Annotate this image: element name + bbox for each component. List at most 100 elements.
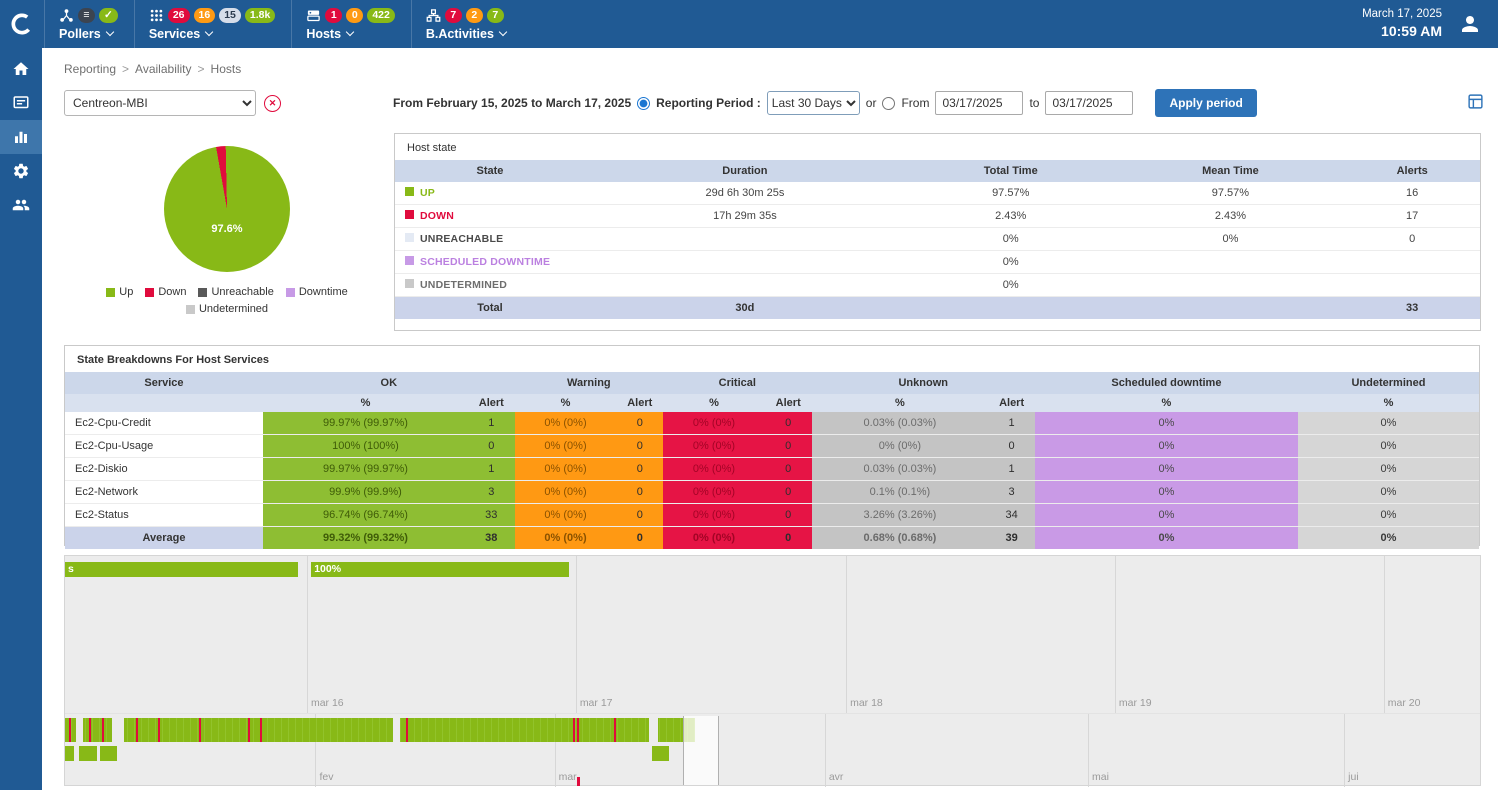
state-cell: UP <box>395 182 585 205</box>
breakdown-sub-header-row: % Alert % Alert % Alert % Alert % % <box>65 394 1479 412</box>
legend-swatch <box>145 288 154 297</box>
down-mark <box>406 718 408 742</box>
services-ok-badge[interactable]: 1.8k <box>245 8 275 23</box>
menu-pollers[interactable]: ≡ ✓ Pollers <box>44 0 134 48</box>
centreon-logo[interactable] <box>0 11 44 37</box>
breakdown-group-header-row: Service OK Warning Critical Unknown Sche… <box>65 372 1479 394</box>
sidebar-item-monitoring[interactable] <box>0 86 42 120</box>
legend-item: Undetermined <box>186 303 268 315</box>
downtime-pct: 0% <box>1035 527 1298 550</box>
reporting-chart-icon <box>12 128 30 146</box>
breakdown-row: Ec2-Diskio99.97% (99.97%)10% (0%)00% (0%… <box>65 458 1479 481</box>
warning-alert: 0 <box>616 481 663 504</box>
host-state-table: State Duration Total Time Mean Time Aler… <box>395 160 1480 319</box>
service-breakdown-panel: State Breakdowns For Host Services Servi… <box>64 345 1480 546</box>
undetermined-pct: 0% <box>1298 504 1479 527</box>
ok-pct: 96.74% (96.74%) <box>263 504 468 527</box>
date-range-label: From February 15, 2025 to March 17, 2025 <box>393 96 631 110</box>
services-pending-badge[interactable]: 15 <box>219 8 241 23</box>
sub-ok-alert: Alert <box>468 394 515 412</box>
col-critical: Critical <box>663 372 811 394</box>
service-name: Ec2-Network <box>65 481 263 504</box>
reporting-period-select[interactable]: Last 30 Days <box>767 91 860 115</box>
unknown-alert: 1 <box>988 458 1035 481</box>
sub-warn-alert: Alert <box>616 394 663 412</box>
brush-selection[interactable] <box>683 716 718 785</box>
total-time-cell: 97.57% <box>905 182 1117 205</box>
availability-block <box>100 746 117 761</box>
menu-hosts[interactable]: 1 0 422 Hosts <box>291 0 411 48</box>
event-tick <box>577 777 580 786</box>
hosts-critical-badge[interactable]: 1 <box>325 8 342 23</box>
downtime-pct: 0% <box>1035 481 1298 504</box>
duration-cell <box>585 228 905 251</box>
sub-downtime-pct: % <box>1035 394 1298 412</box>
host-group-select[interactable]: Centreon-MBI <box>64 90 256 116</box>
host-state-row: DOWN17h 29m 35s2.43%2.43%17 <box>395 205 1480 228</box>
host-state-row: UNDETERMINED0% <box>395 274 1480 297</box>
warning-pct: 0% (0%) <box>515 527 617 550</box>
reporting-period-radio[interactable] <box>637 97 650 110</box>
sidebar-item-configuration[interactable] <box>0 154 42 188</box>
ok-alert: 1 <box>468 412 515 435</box>
pollers-status-badge[interactable]: ≡ <box>78 8 95 23</box>
bactivities-warning-badge[interactable]: 2 <box>466 8 483 23</box>
hosts-warning-badge[interactable]: 0 <box>346 8 363 23</box>
down-mark <box>89 718 91 742</box>
sidebar-item-reporting[interactable] <box>0 120 42 154</box>
menu-services-label: Services <box>149 27 200 41</box>
alerts-cell: 16 <box>1344 182 1480 205</box>
chevron-down-icon <box>346 28 354 36</box>
pie-legend: UpDownUnreachableDowntimeUndetermined <box>77 286 377 315</box>
duration-cell <box>585 251 905 274</box>
host-state-row: UNREACHABLE0%0%0 <box>395 228 1480 251</box>
from-label: From <box>901 96 929 110</box>
sidebar-item-home[interactable] <box>0 52 42 86</box>
menu-services[interactable]: 26 16 15 1.8k Services <box>134 0 292 48</box>
breakdown-row: Ec2-Network99.9% (99.9%)30% (0%)00% (0%)… <box>65 481 1479 504</box>
custom-period-radio[interactable] <box>882 97 895 110</box>
warning-pct: 0% (0%) <box>515 435 617 458</box>
state-color-swatch <box>405 279 414 288</box>
warning-pct: 0% (0%) <box>515 481 617 504</box>
total-time-cell: 2.43% <box>905 205 1117 228</box>
breakdown-row: Ec2-Cpu-Usage100% (100%)00% (0%)00% (0%)… <box>65 435 1479 458</box>
sidebar-item-administration[interactable] <box>0 188 42 222</box>
critical-pct: 0% (0%) <box>663 412 765 435</box>
pollers-ok-badge[interactable]: ✓ <box>99 8 118 23</box>
from-date-input[interactable] <box>935 91 1023 115</box>
pie-chart: 97.6% <box>164 146 290 272</box>
services-critical-badge[interactable]: 26 <box>168 8 190 23</box>
export-report-icon[interactable] <box>1467 93 1484 110</box>
chevron-down-icon <box>105 28 113 36</box>
sub-blank <box>65 394 263 412</box>
downtime-pct: 0% <box>1035 435 1298 458</box>
apply-period-button[interactable]: Apply period <box>1155 89 1256 117</box>
unknown-pct: 0% (0%) <box>812 435 989 458</box>
user-menu[interactable] <box>1458 12 1482 36</box>
menu-pollers-label: Pollers <box>59 27 101 41</box>
axis-label: mar 17 <box>580 697 613 709</box>
col-state: State <box>395 160 585 182</box>
unknown-alert: 3 <box>988 481 1035 504</box>
menu-bactivities[interactable]: 7 2 7 B.Activities <box>411 0 522 48</box>
services-warning-badge[interactable]: 16 <box>194 8 216 23</box>
services-icon <box>149 8 164 23</box>
breakdown-tbody: Ec2-Cpu-Credit99.97% (99.97%)10% (0%)00%… <box>65 412 1479 549</box>
down-mark <box>260 718 262 742</box>
axis-label: jui <box>1348 771 1359 783</box>
breadcrumb-hosts[interactable]: Hosts <box>211 62 242 76</box>
breadcrumb-reporting[interactable]: Reporting <box>64 62 116 76</box>
mean-time-cell <box>1117 251 1345 274</box>
bactivities-critical-badge[interactable]: 7 <box>445 8 462 23</box>
menu-hosts-label: Hosts <box>306 27 341 41</box>
hosts-ok-badge[interactable]: 422 <box>367 8 395 23</box>
bactivities-ok-badge[interactable]: 7 <box>487 8 504 23</box>
sub-undetermined-pct: % <box>1298 394 1479 412</box>
clear-selection-icon[interactable]: ✕ <box>264 95 281 112</box>
total-time-empty <box>905 297 1117 320</box>
col-total-time: Total Time <box>905 160 1117 182</box>
breadcrumb-availability[interactable]: Availability <box>135 62 191 76</box>
to-date-input[interactable] <box>1045 91 1133 115</box>
warning-pct: 0% (0%) <box>515 412 617 435</box>
